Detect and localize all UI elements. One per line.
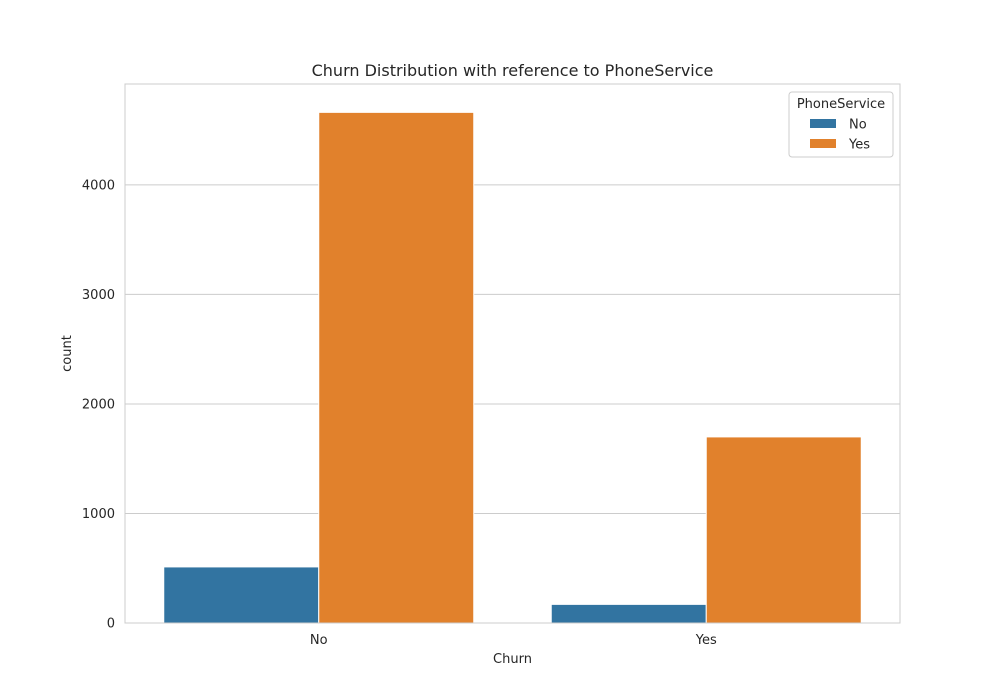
bar-no-no xyxy=(163,566,320,624)
x-ticks: No Yes xyxy=(310,633,717,648)
y-tick-label: 0 xyxy=(107,617,115,632)
plot-frame xyxy=(124,83,901,624)
y-tick-label: 4000 xyxy=(82,178,115,193)
legend-swatch-yes xyxy=(810,139,836,148)
legend-title: PhoneService xyxy=(797,97,885,112)
chart-title: Churn Distribution with reference to Pho… xyxy=(312,61,714,80)
x-tick-label: Yes xyxy=(695,633,717,648)
y-axis-label: count xyxy=(60,335,75,372)
x-tick-label: No xyxy=(310,633,328,648)
legend-swatch-no xyxy=(810,119,836,128)
bar-yes-no xyxy=(550,603,707,624)
x-axis-label: Churn xyxy=(493,652,532,667)
legend: PhoneService No Yes xyxy=(788,91,894,158)
y-tick-label: 2000 xyxy=(82,397,115,412)
legend-label-no: No xyxy=(849,118,867,133)
y-ticks: 0 1000 2000 3000 4000 xyxy=(82,178,115,631)
y-tick-label: 1000 xyxy=(82,507,115,522)
y-tick-label: 3000 xyxy=(82,288,115,303)
legend-label-yes: Yes xyxy=(848,138,870,153)
bar-no-yes xyxy=(318,111,475,624)
bar-yes-yes xyxy=(705,436,862,624)
bars xyxy=(163,111,862,624)
legend-items: No Yes xyxy=(810,118,870,153)
